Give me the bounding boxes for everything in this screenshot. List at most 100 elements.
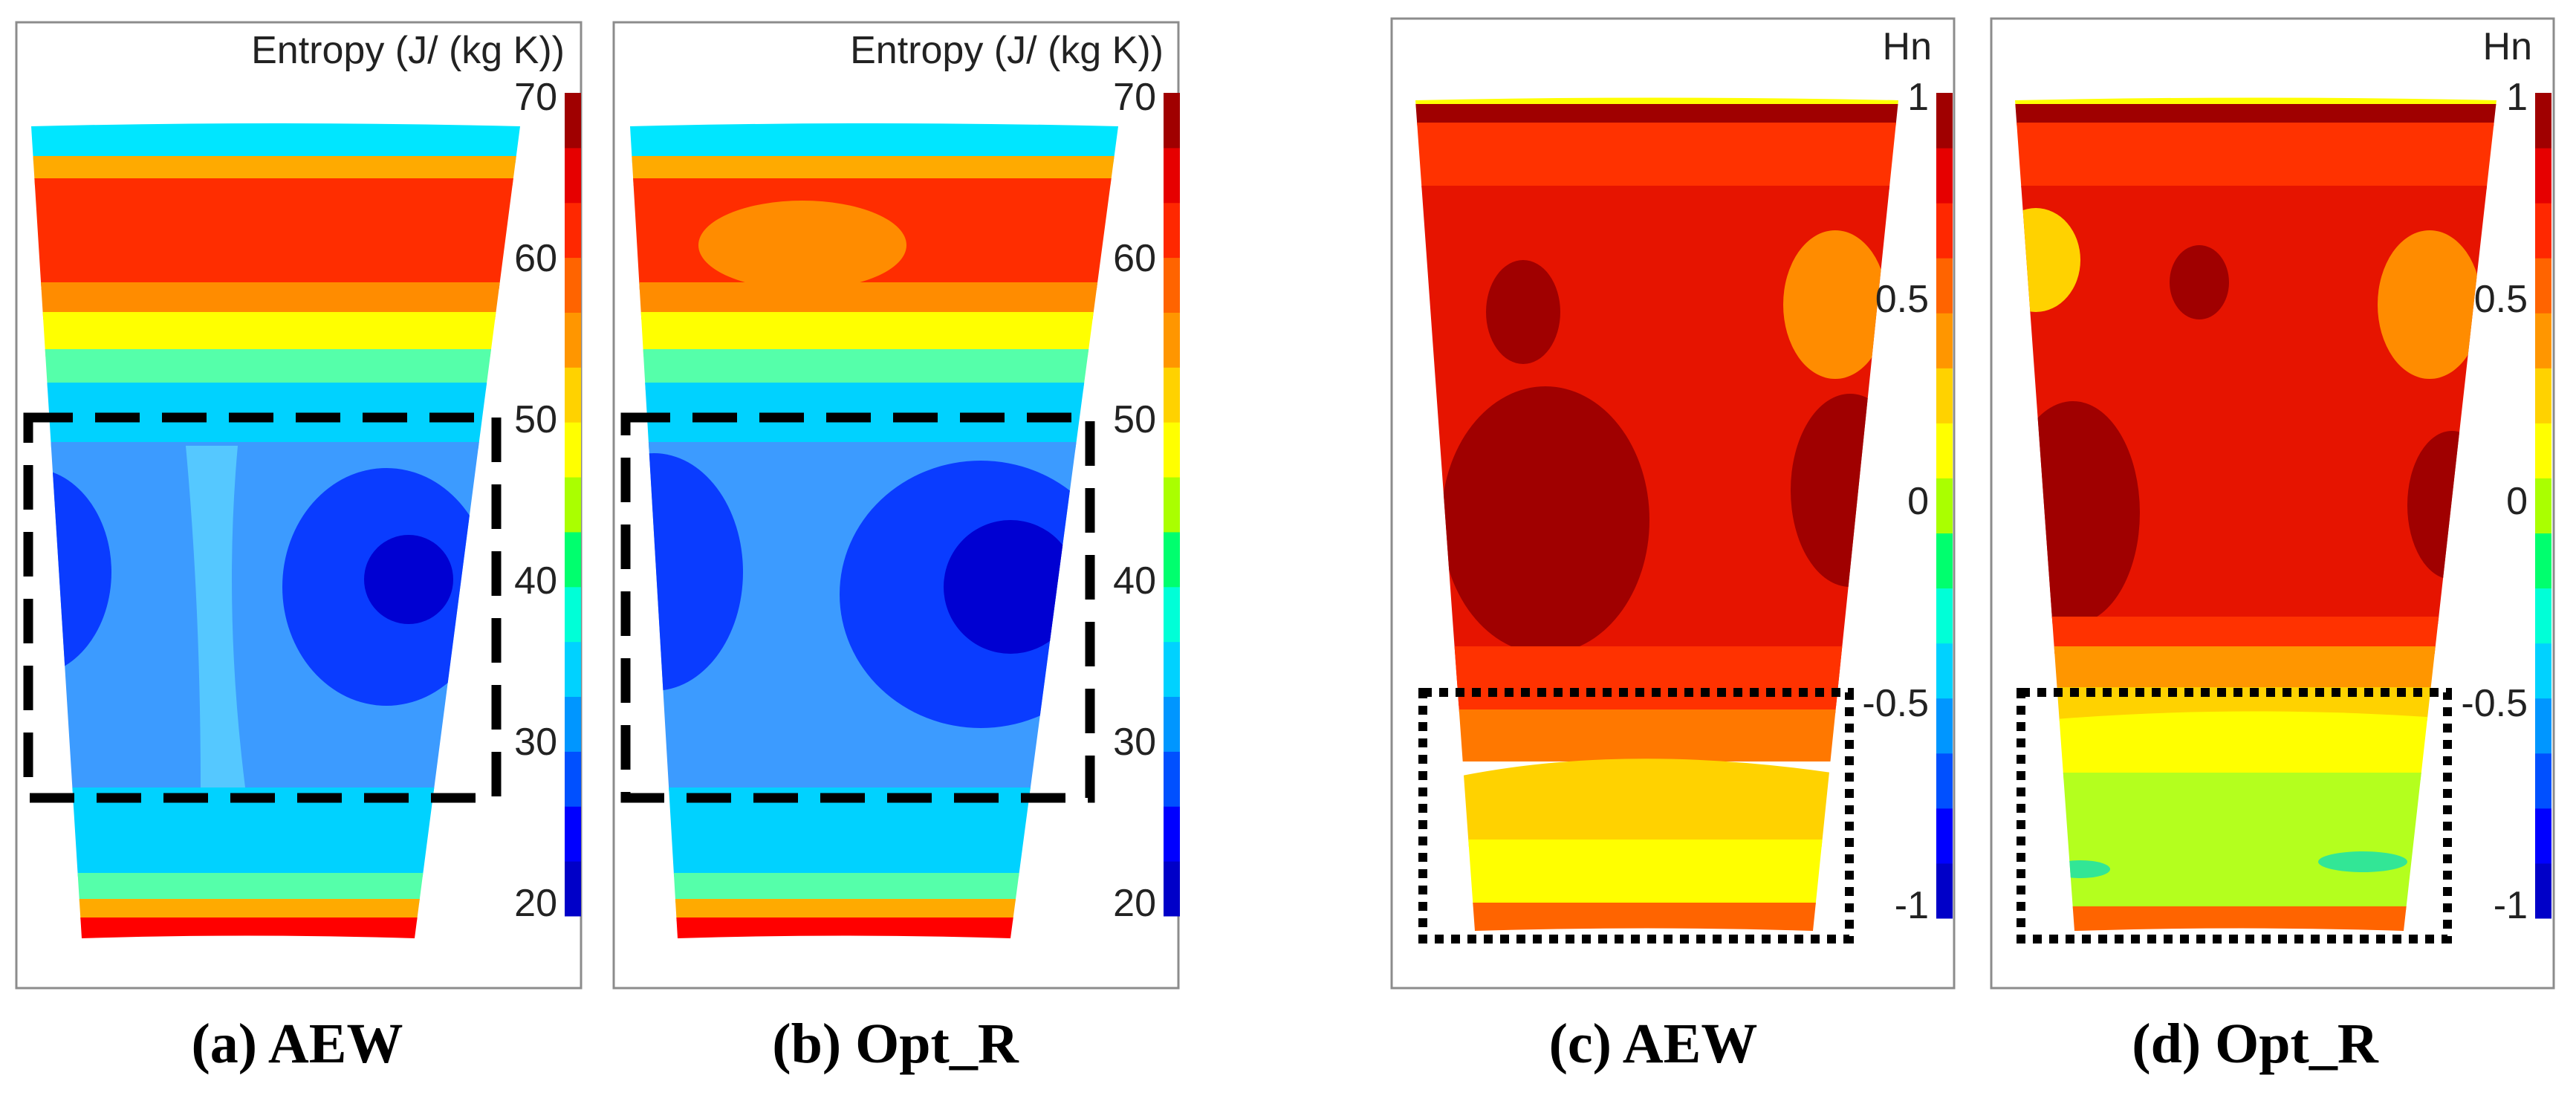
panel-c-colorbar-swatch — [1936, 368, 1953, 423]
panel-c-colorbar-swatch — [1936, 863, 1953, 919]
panel-b-colorbar-swatch — [1164, 586, 1180, 643]
band-d-3 — [2015, 123, 2496, 189]
panel-d-colorbar-ticks: 1 0.5 0 -0.5 -1 — [2461, 76, 2528, 927]
blob-b-1 — [698, 201, 906, 290]
panel-c-colorbar-swatch — [1936, 258, 1953, 314]
blob-d-2 — [2170, 245, 2229, 319]
panel-d-tick-2: 0 — [2506, 480, 2528, 523]
blob-a-4 — [186, 446, 245, 787]
panel-c-colorbar-swatch — [1936, 698, 1953, 754]
panel-b-caption: (b) Opt_R — [772, 1013, 1019, 1075]
panel-b-colorbar-swatch — [1164, 806, 1180, 862]
panel-d-tick-0: 1 — [2506, 76, 2528, 119]
panel-a-tick-3: 40 — [514, 559, 557, 603]
band-d-8 — [2015, 711, 2496, 780]
panel-c-colorbar-ticks: 1 0.5 0 -0.5 -1 — [1862, 76, 1929, 927]
panel-c-colorbar-swatch — [1936, 478, 1953, 534]
blob-d-1 — [2015, 208, 2080, 312]
panel-c-colorbar-swatch — [1936, 808, 1953, 864]
band-c-5 — [1415, 646, 1898, 713]
panel-c-colorbar-swatches — [1936, 93, 1953, 919]
panel-d-colorbar-swatch — [2535, 368, 2551, 423]
panel-c-colorbar-swatch — [1936, 148, 1953, 204]
panel-d-colorbar-swatch — [2535, 698, 2551, 754]
panel-a-tick-1: 60 — [514, 237, 557, 280]
panel-c: Hn 1 0.5 0 -0.5 -1 (c) AEW — [1390, 17, 1956, 1075]
panel-a-colorbar: Entropy (J/ (kg K)) 70 60 50 40 30 20 — [251, 29, 581, 925]
panel-d-colorbar-swatch — [2535, 588, 2551, 644]
panel-d-colorbar-swatch — [2535, 753, 2551, 809]
panel-b-tick-0: 70 — [1113, 76, 1156, 119]
panel-d-colorbar-swatches — [2535, 93, 2551, 919]
panel-b-colorbar-swatch — [1164, 477, 1180, 533]
panel-c-tick-1: 0.5 — [1875, 278, 1929, 321]
panel-a-colorbar-ticks: 70 60 50 40 30 20 — [514, 76, 557, 925]
panel-c-contour — [1415, 97, 1898, 931]
panel-d-tick-4: -1 — [2494, 884, 2528, 927]
panel-c-caption: (c) AEW — [1549, 1013, 1758, 1075]
panel-a-colorbar-swatch — [565, 861, 581, 917]
panel-a-colorbar-swatch — [565, 312, 581, 368]
panel-b-highlight-box — [620, 412, 1095, 803]
band-c-3 — [1415, 123, 1898, 189]
panel-a-highlight-box — [23, 412, 502, 803]
panel-d-colorbar-title: Hn — [2483, 25, 2532, 68]
panel-c-highlight-box — [1418, 688, 1854, 944]
panel-b-colorbar-swatch — [1164, 93, 1180, 149]
blob-a-1 — [31, 468, 111, 676]
panel-b: Entropy (J/ (kg K)) 70 60 50 40 30 20 (b… — [612, 21, 1180, 1075]
band-d-6 — [2015, 646, 2496, 691]
panel-c-colorbar-swatch — [1936, 588, 1953, 644]
panel-a-caption: (a) AEW — [192, 1013, 403, 1075]
blob-c-2 — [1441, 386, 1649, 654]
blob-d-7 — [2318, 851, 2407, 872]
panel-a-colorbar-swatch — [565, 696, 581, 752]
panel-a-tick-2: 50 — [514, 398, 557, 441]
panel-d-colorbar-swatch — [2535, 203, 2551, 259]
panel-c-colorbar-swatch — [1936, 203, 1953, 259]
panel-b-colorbar-swatch — [1164, 696, 1180, 752]
panel-a-colorbar-swatch — [565, 751, 581, 807]
band-a-3 — [31, 178, 520, 290]
panel-a-colorbar-swatch — [565, 202, 581, 259]
panel-c-tick-0: 1 — [1907, 76, 1929, 119]
panel-b-tick-5: 20 — [1113, 882, 1156, 925]
panel-d-tick-3: -0.5 — [2461, 682, 2528, 725]
panel-a-tick-5: 20 — [514, 882, 557, 925]
panel-a-colorbar-swatch — [565, 257, 581, 313]
blob-a-3 — [364, 535, 453, 624]
band-c-7 — [1415, 759, 1898, 847]
panel-b-colorbar-swatch — [1164, 367, 1180, 423]
panel-a-tick-4: 30 — [514, 721, 557, 764]
panel-d-colorbar-swatch — [2535, 808, 2551, 864]
panel-c-colorbar-swatch — [1936, 643, 1953, 699]
panel-a-colorbar-swatch — [565, 93, 581, 149]
panel-c-tick-3: -0.5 — [1862, 682, 1929, 725]
panel-b-tick-2: 50 — [1113, 398, 1156, 441]
panel-b-colorbar-swatch — [1164, 422, 1180, 478]
panel-b-colorbar-swatch — [1164, 861, 1180, 917]
panel-a: Entropy (J/ (kg K)) 70 60 50 40 30 20 (a… — [15, 21, 583, 1075]
panel-d-colorbar-swatch — [2535, 93, 2551, 149]
blob-c-4 — [1783, 230, 1887, 379]
panel-d-colorbar-swatch — [2535, 643, 2551, 699]
panel-d-highlight-box — [2017, 688, 2452, 944]
blob-c-1 — [1486, 260, 1560, 364]
panel-b-tick-4: 30 — [1113, 721, 1156, 764]
panel-b-colorbar: Entropy (J/ (kg K)) 70 60 50 40 30 20 — [850, 29, 1180, 925]
panel-b-tick-3: 40 — [1113, 559, 1156, 603]
panel-b-colorbar-swatch — [1164, 641, 1180, 698]
blob-b-4 — [944, 520, 1077, 654]
panel-d-colorbar-swatch — [2535, 533, 2551, 589]
panel-a-colorbar-swatch — [565, 367, 581, 423]
panel-a-colorbar-swatches — [565, 93, 581, 917]
panel-c-colorbar-title: Hn — [1883, 25, 1932, 68]
panel-a-colorbar-swatch — [565, 586, 581, 643]
panel-b-colorbar-swatch — [1164, 257, 1180, 313]
panel-d-colorbar-swatch — [2535, 478, 2551, 534]
panel-a-colorbar-swatch — [565, 641, 581, 698]
panel-c-colorbar-swatch — [1936, 533, 1953, 589]
band-c-6 — [1415, 709, 1898, 761]
panel-b-colorbar-ticks: 70 60 50 40 30 20 — [1113, 76, 1156, 925]
panel-a-colorbar-swatch — [565, 477, 581, 533]
